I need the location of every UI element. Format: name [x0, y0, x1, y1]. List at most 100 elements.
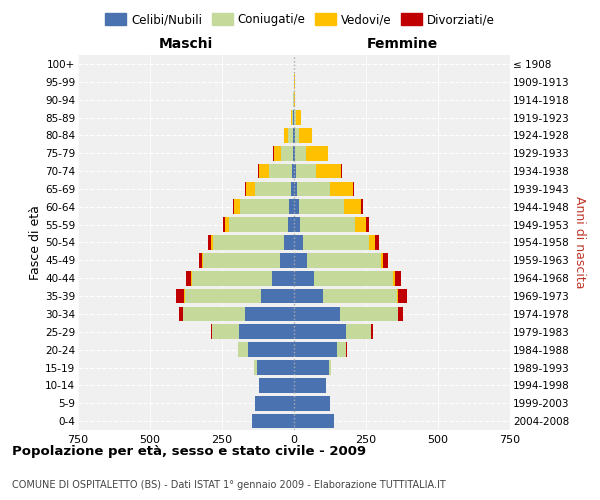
Bar — [323, 289, 397, 304]
Bar — [300, 218, 355, 232]
Bar — [294, 253, 307, 268]
Bar — [211, 235, 214, 250]
Bar — [284, 235, 294, 250]
Bar — [245, 306, 294, 322]
Bar — [295, 128, 299, 142]
Bar — [398, 306, 403, 322]
Bar — [374, 235, 379, 250]
Bar — [199, 253, 202, 268]
Bar — [185, 289, 261, 304]
Bar — [246, 182, 254, 196]
Text: Femmine: Femmine — [367, 38, 437, 52]
Text: Maschi: Maschi — [159, 38, 213, 52]
Bar — [371, 324, 373, 339]
Bar — [294, 396, 330, 410]
Bar — [183, 306, 245, 322]
Bar — [290, 182, 294, 196]
Bar — [238, 342, 248, 357]
Bar — [314, 271, 394, 285]
Bar — [296, 110, 301, 125]
Bar — [395, 271, 401, 285]
Bar — [294, 306, 340, 322]
Bar — [370, 235, 374, 250]
Bar — [261, 289, 294, 304]
Bar — [344, 200, 361, 214]
Bar — [281, 146, 293, 160]
Bar — [366, 218, 369, 232]
Bar — [288, 128, 293, 142]
Bar — [252, 414, 294, 428]
Bar — [225, 218, 229, 232]
Bar — [214, 235, 284, 250]
Bar — [337, 342, 346, 357]
Bar — [380, 253, 383, 268]
Bar — [307, 253, 380, 268]
Bar — [294, 92, 295, 107]
Bar — [239, 324, 294, 339]
Bar — [269, 164, 292, 178]
Bar — [290, 110, 292, 125]
Bar — [255, 396, 294, 410]
Bar — [179, 306, 183, 322]
Bar — [361, 200, 364, 214]
Bar — [208, 235, 211, 250]
Bar — [259, 164, 269, 178]
Bar — [295, 146, 306, 160]
Bar — [292, 164, 294, 178]
Bar — [383, 253, 388, 268]
Bar — [229, 218, 287, 232]
Bar — [299, 200, 344, 214]
Bar — [202, 253, 203, 268]
Bar — [254, 360, 257, 375]
Bar — [294, 182, 297, 196]
Bar — [296, 164, 316, 178]
Bar — [258, 164, 259, 178]
Bar — [341, 164, 342, 178]
Bar — [234, 200, 240, 214]
Bar — [240, 200, 289, 214]
Bar — [294, 289, 323, 304]
Bar — [299, 128, 312, 142]
Bar — [211, 324, 212, 339]
Bar — [340, 306, 398, 322]
Bar — [233, 200, 234, 214]
Bar — [294, 200, 299, 214]
Bar — [329, 360, 331, 375]
Text: COMUNE DI OSPITALETTO (BS) - Dati ISTAT 1° gennaio 2009 - Elaborazione TUTTITALI: COMUNE DI OSPITALETTO (BS) - Dati ISTAT … — [12, 480, 446, 490]
Bar — [203, 253, 280, 268]
Bar — [186, 271, 191, 285]
Text: Popolazione per età, sesso e stato civile - 2009: Popolazione per età, sesso e stato civil… — [12, 444, 366, 458]
Bar — [294, 218, 300, 232]
Bar — [394, 271, 395, 285]
Bar — [259, 378, 294, 392]
Bar — [294, 414, 334, 428]
Bar — [294, 110, 296, 125]
Bar — [294, 146, 295, 160]
Bar — [294, 164, 296, 178]
Bar — [223, 218, 225, 232]
Bar — [289, 200, 294, 214]
Bar — [294, 271, 314, 285]
Y-axis label: Fasce di età: Fasce di età — [29, 205, 42, 280]
Bar — [274, 146, 281, 160]
Bar — [353, 182, 354, 196]
Bar — [248, 342, 294, 357]
Bar — [292, 110, 293, 125]
Bar — [330, 182, 353, 196]
Bar — [284, 128, 288, 142]
Bar — [316, 164, 341, 178]
Bar — [294, 360, 329, 375]
Bar — [212, 324, 239, 339]
Bar — [297, 182, 330, 196]
Bar — [192, 271, 272, 285]
Bar — [294, 235, 303, 250]
Bar — [257, 360, 294, 375]
Bar — [176, 289, 184, 304]
Bar — [293, 128, 294, 142]
Legend: Celibi/Nubili, Coniugati/e, Vedovi/e, Divorziati/e: Celibi/Nubili, Coniugati/e, Vedovi/e, Di… — [100, 8, 500, 31]
Bar — [280, 253, 294, 268]
Bar — [355, 218, 366, 232]
Bar — [272, 271, 294, 285]
Bar — [294, 324, 346, 339]
Bar — [294, 378, 326, 392]
